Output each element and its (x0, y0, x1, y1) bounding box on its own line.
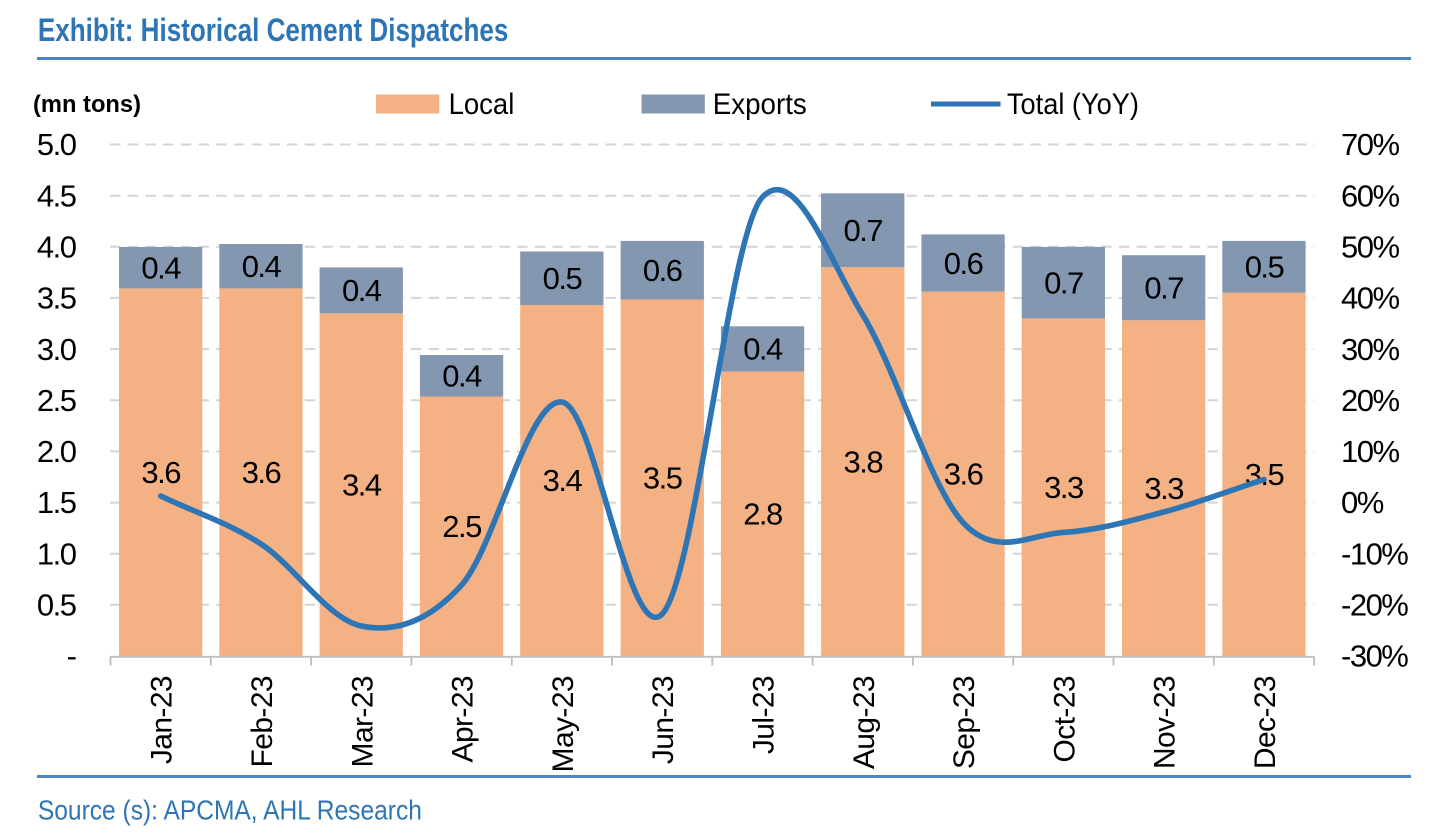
svg-text:Aug-23: Aug-23 (848, 676, 881, 769)
svg-text:10%: 10% (1341, 434, 1399, 469)
svg-text:0.7: 0.7 (1044, 265, 1083, 300)
svg-text:0.5: 0.5 (543, 261, 582, 296)
svg-text:3.0: 3.0 (37, 332, 77, 367)
svg-text:Local: Local (449, 88, 515, 121)
svg-text:-20%: -20% (1341, 588, 1408, 623)
svg-text:60%: 60% (1341, 178, 1399, 213)
svg-text:5.0: 5.0 (37, 127, 77, 162)
svg-text:Dec-23: Dec-23 (1249, 676, 1282, 769)
svg-text:Jul-23: Jul-23 (748, 676, 781, 754)
svg-text:3.8: 3.8 (843, 444, 882, 479)
svg-text:0.4: 0.4 (342, 273, 382, 308)
svg-text:3.6: 3.6 (242, 455, 281, 490)
svg-text:-10%: -10% (1341, 536, 1408, 571)
svg-text:Exports: Exports (713, 88, 807, 121)
svg-text:Feb-23: Feb-23 (246, 676, 279, 767)
svg-text:(mn tons): (mn tons) (33, 91, 141, 118)
svg-text:0%: 0% (1341, 485, 1384, 520)
svg-text:Nov-23: Nov-23 (1149, 676, 1182, 769)
svg-text:0.6: 0.6 (643, 253, 682, 288)
svg-text:4.0: 4.0 (37, 230, 77, 265)
svg-text:0.5: 0.5 (37, 588, 76, 623)
svg-text:3.4: 3.4 (342, 467, 382, 502)
svg-text:May-23: May-23 (547, 676, 580, 772)
svg-text:Jan-23: Jan-23 (146, 676, 179, 764)
svg-text:2.8: 2.8 (743, 497, 782, 532)
svg-text:-: - (67, 639, 76, 674)
svg-text:Sep-23: Sep-23 (948, 676, 981, 769)
svg-text:3.5: 3.5 (643, 460, 682, 495)
svg-text:Jun-23: Jun-23 (647, 676, 680, 764)
svg-text:0.5: 0.5 (1245, 249, 1284, 284)
svg-text:3.6: 3.6 (141, 455, 180, 490)
svg-text:3.3: 3.3 (1044, 470, 1083, 505)
svg-text:3.6: 3.6 (944, 457, 983, 492)
svg-text:-30%: -30% (1341, 639, 1408, 674)
svg-text:3.4: 3.4 (543, 463, 583, 498)
svg-text:Oct-23: Oct-23 (1048, 676, 1081, 762)
svg-text:Apr-23: Apr-23 (447, 676, 480, 762)
svg-text:0.4: 0.4 (141, 250, 181, 285)
svg-text:0.4: 0.4 (442, 358, 482, 393)
svg-text:4.5: 4.5 (37, 178, 76, 213)
svg-text:0.7: 0.7 (843, 213, 882, 248)
svg-text:50%: 50% (1341, 230, 1399, 265)
svg-text:3.5: 3.5 (37, 281, 76, 316)
svg-text:40%: 40% (1341, 281, 1399, 316)
svg-text:1.5: 1.5 (37, 485, 76, 520)
svg-text:3.3: 3.3 (1144, 471, 1183, 506)
svg-text:0.6: 0.6 (944, 246, 983, 281)
svg-text:0.4: 0.4 (743, 332, 783, 367)
svg-text:Exhibit: Historical Cement Dis: Exhibit: Historical Cement Dispatches (38, 12, 509, 48)
svg-text:2.5: 2.5 (37, 383, 76, 418)
svg-text:0.4: 0.4 (242, 249, 282, 284)
svg-text:20%: 20% (1341, 383, 1399, 418)
svg-text:70%: 70% (1341, 127, 1399, 162)
svg-text:Mar-23: Mar-23 (346, 676, 379, 767)
svg-text:Total (YoY): Total (YoY) (1007, 88, 1139, 121)
svg-text:1.0: 1.0 (37, 536, 77, 571)
svg-text:0.7: 0.7 (1144, 270, 1183, 305)
svg-text:Source (s): APCMA, AHL Researc: Source (s): APCMA, AHL Research (38, 795, 422, 826)
svg-text:2.0: 2.0 (37, 434, 77, 469)
svg-text:30%: 30% (1341, 332, 1399, 367)
svg-text:2.5: 2.5 (442, 509, 481, 544)
